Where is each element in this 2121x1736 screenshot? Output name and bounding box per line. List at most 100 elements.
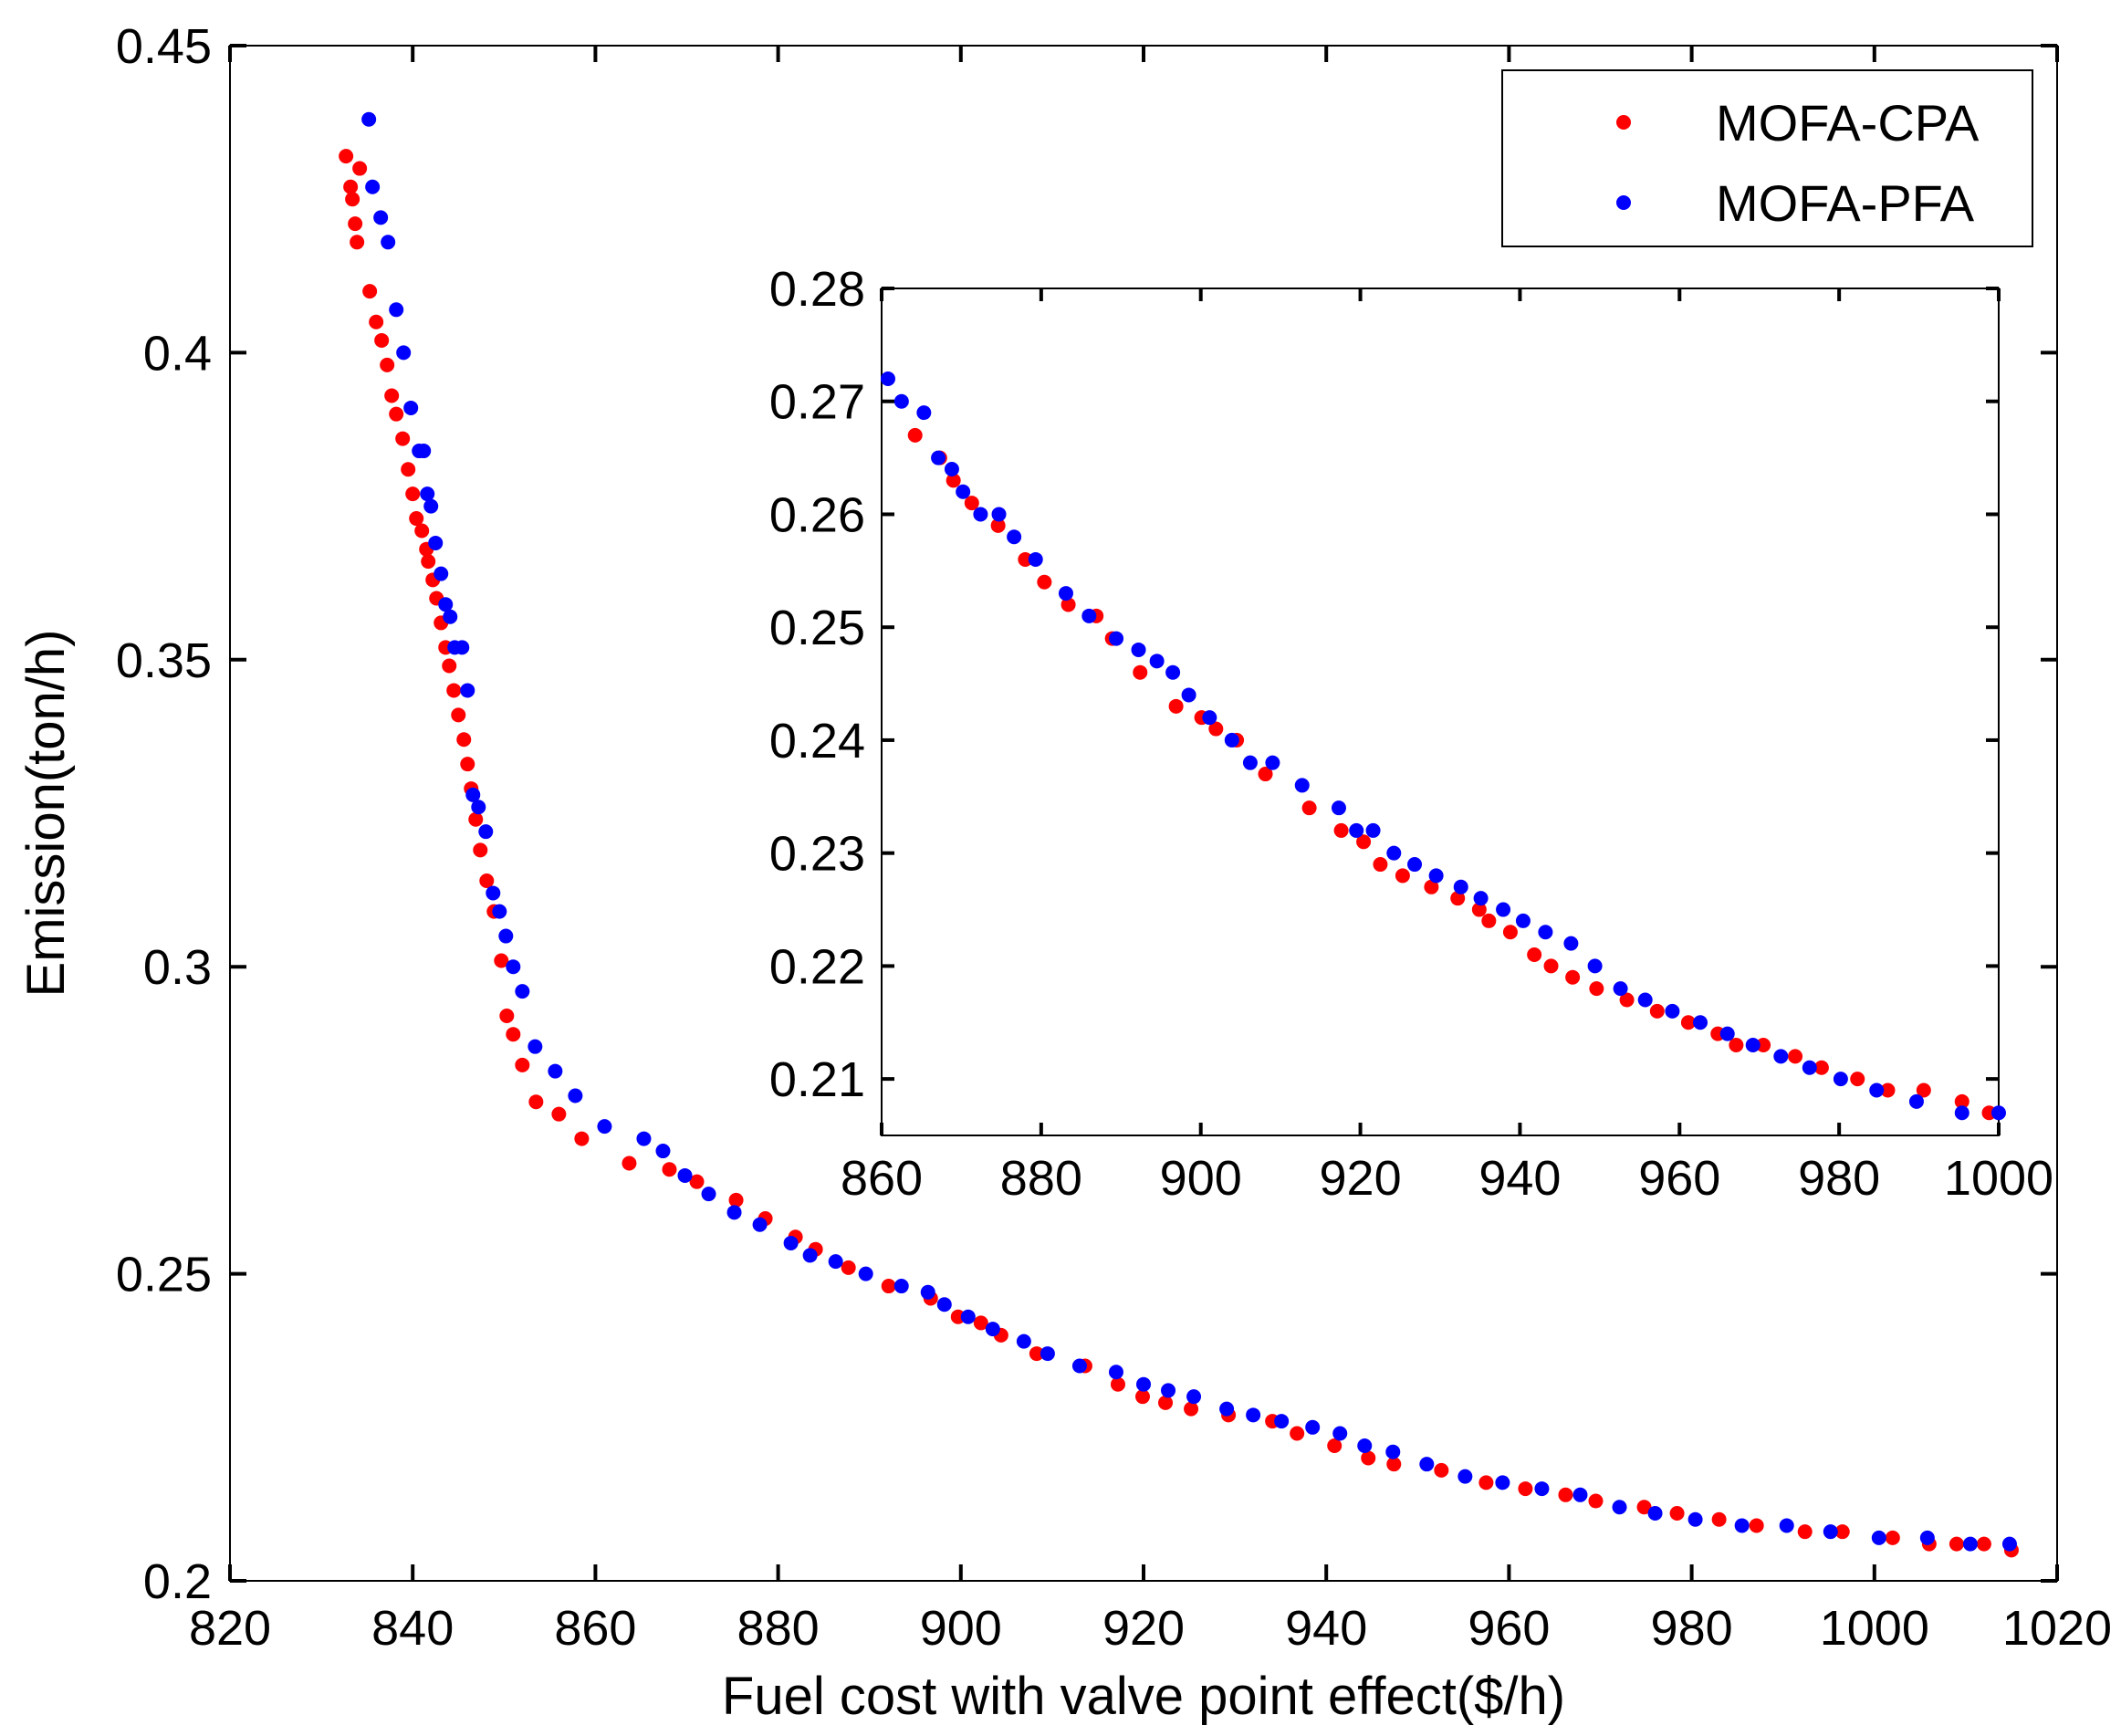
main-point-mofa-pfa: [1332, 1426, 1348, 1441]
main-point-mofa-pfa: [381, 235, 396, 250]
inset-point-mofa-pfa: [1908, 1093, 1924, 1109]
main-point-mofa-cpa: [494, 953, 509, 968]
inset-point-mofa-pfa: [1665, 1003, 1680, 1019]
main-point-mofa-cpa: [551, 1106, 567, 1122]
inset-point-mofa-pfa: [1563, 936, 1579, 951]
main-point-mofa-cpa: [1797, 1524, 1813, 1540]
main-point-mofa-cpa: [343, 179, 359, 194]
inset-point-mofa-cpa: [1133, 664, 1148, 680]
main-x-tick-label: 920: [1102, 1601, 1185, 1656]
inset-plot-frame: [881, 288, 2000, 1136]
main-point-mofa-pfa: [936, 1297, 952, 1312]
main-x-tick-label: 1020: [2002, 1601, 2112, 1656]
main-point-mofa-pfa: [960, 1309, 976, 1324]
main-point-mofa-cpa: [528, 1094, 544, 1110]
main-point-mofa-cpa: [1749, 1518, 1764, 1533]
inset-point-mofa-pfa: [916, 405, 932, 421]
main-point-mofa-cpa: [369, 314, 384, 329]
inset-x-tick-label: 980: [1798, 1151, 1880, 1206]
inset-point-mofa-pfa: [931, 450, 946, 465]
inset-point-mofa-pfa: [1802, 1060, 1817, 1075]
main-point-mofa-pfa: [1779, 1518, 1794, 1533]
main-point-mofa-cpa: [1834, 1524, 1850, 1540]
inset-point-mofa-pfa: [1833, 1072, 1848, 1087]
main-point-mofa-pfa: [443, 609, 458, 624]
main-y-tick-label: 0.4: [143, 326, 212, 381]
inset-point-mofa-pfa: [1007, 529, 1022, 545]
main-point-mofa-cpa: [1636, 1500, 1652, 1515]
inset-y-tick-label: 0.26: [769, 487, 865, 542]
inset-point-mofa-pfa: [1954, 1105, 1970, 1121]
inset-point-mofa-pfa: [1349, 822, 1364, 838]
inset-point-mofa-pfa: [1428, 868, 1444, 884]
inset-point-mofa-cpa: [1680, 1015, 1696, 1030]
main-series-mofa-pfa: [361, 111, 2017, 1552]
main-point-mofa-pfa: [1161, 1383, 1176, 1398]
main-y-tick-label: 0.45: [116, 19, 212, 74]
main-point-mofa-pfa: [1823, 1524, 1838, 1540]
main-point-mofa-cpa: [456, 732, 472, 748]
main-point-mofa-cpa: [689, 1174, 705, 1189]
main-point-mofa-cpa: [1711, 1511, 1727, 1527]
inset-point-mofa-pfa: [1496, 902, 1511, 917]
inset-axis-ticks: 860 880 900 920 940 960 980 1000 0.21 0.22 0.23 0.2…: [769, 262, 2053, 1206]
inset-point-mofa-pfa: [1028, 551, 1043, 567]
inset-x-tick-label: 1000: [1944, 1151, 2053, 1206]
main-point-mofa-pfa: [396, 345, 412, 361]
main-x-tick-label: 1000: [1820, 1601, 1929, 1656]
main-point-mofa-pfa: [434, 566, 449, 581]
inset-point-mofa-pfa: [1407, 857, 1423, 873]
main-y-axis-title: Emission(ton/h): [16, 630, 76, 998]
main-y-tick-label: 0.35: [116, 633, 212, 688]
main-point-mofa-pfa: [465, 787, 481, 802]
legend-label-mofa-pfa: MOFA-PFA: [1716, 174, 1975, 232]
main-point-mofa-pfa: [701, 1187, 716, 1202]
main-point-mofa-cpa: [339, 149, 354, 164]
main-point-mofa-pfa: [1385, 1444, 1401, 1459]
main-point-mofa-pfa: [373, 210, 389, 225]
inset-point-mofa-pfa: [1745, 1038, 1761, 1053]
main-point-mofa-cpa: [1669, 1505, 1685, 1521]
main-point-mofa-pfa: [1612, 1500, 1627, 1515]
inset-point-mofa-cpa: [1954, 1093, 1970, 1109]
main-point-mofa-cpa: [506, 1027, 521, 1042]
inset-point-mofa-cpa: [1037, 574, 1052, 590]
main-point-mofa-cpa: [473, 842, 488, 858]
inset-y-tick-label: 0.23: [769, 827, 865, 882]
main-point-mofa-pfa: [1419, 1457, 1435, 1472]
main-point-mofa-cpa: [1518, 1481, 1533, 1497]
inset-point-mofa-cpa: [990, 518, 1006, 533]
inset-point-mofa-pfa: [944, 461, 959, 476]
main-point-mofa-pfa: [985, 1322, 1000, 1337]
inset-x-tick-label: 860: [841, 1151, 923, 1206]
main-point-mofa-pfa: [486, 885, 501, 901]
inset-point-mofa-pfa: [1538, 925, 1553, 940]
main-x-tick-label: 980: [1651, 1601, 1733, 1656]
main-x-tick-label: 880: [737, 1601, 820, 1656]
main-point-mofa-pfa: [655, 1144, 671, 1159]
main-point-mofa-cpa: [841, 1260, 856, 1275]
inset-point-mofa-cpa: [1018, 551, 1033, 567]
inset-series-mofa-pfa: [880, 371, 2006, 1121]
inset-point-mofa-pfa: [1515, 913, 1531, 928]
main-point-mofa-pfa: [478, 824, 494, 840]
main-point-mofa-cpa: [374, 332, 390, 348]
inset-point-mofa-pfa: [1265, 755, 1280, 770]
inset-point-mofa-cpa: [907, 427, 923, 443]
main-point-mofa-cpa: [414, 523, 430, 539]
main-point-mofa-pfa: [920, 1284, 935, 1300]
inset-data-points: [880, 371, 2006, 1121]
main-point-mofa-pfa: [423, 498, 439, 514]
main-point-mofa-cpa: [1158, 1395, 1174, 1410]
main-x-tick-label: 960: [1468, 1601, 1550, 1656]
main-x-tick-label: 900: [920, 1601, 1002, 1656]
main-point-mofa-pfa: [420, 486, 435, 502]
main-point-mofa-cpa: [1976, 1536, 1991, 1552]
inset-point-mofa-pfa: [893, 393, 909, 409]
main-point-mofa-pfa: [548, 1063, 563, 1079]
main-point-mofa-cpa: [728, 1192, 744, 1208]
main-point-mofa-pfa: [1136, 1376, 1151, 1392]
main-point-mofa-pfa: [1040, 1346, 1055, 1362]
inset-point-mofa-pfa: [1869, 1082, 1885, 1098]
legend-entries: MOFA-CPA MOFA-PFA: [1616, 94, 1980, 232]
